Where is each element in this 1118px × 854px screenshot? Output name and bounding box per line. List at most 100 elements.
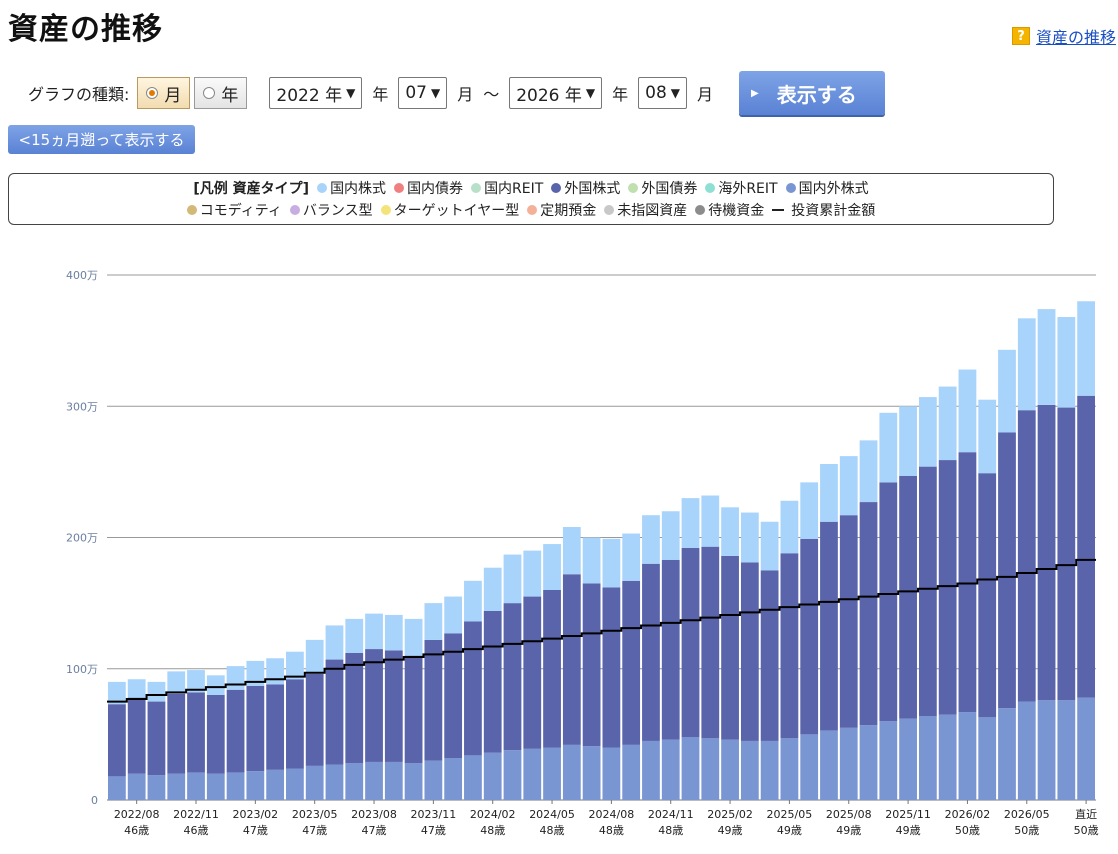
bar-segment [780,553,799,739]
start-year-select[interactable]: 2022 年 ▼ [269,77,363,109]
bar-segment [661,511,680,560]
bar-segment [345,763,364,800]
bar-segment [246,771,265,800]
bar-segment [701,495,720,547]
bar-segment [918,466,937,716]
bar-segment [365,613,383,650]
bar-segment [899,718,917,800]
bar-segment [464,580,482,622]
bar-segment [820,730,838,800]
x-age-label: 47歳 [302,824,327,837]
bar-segment [226,666,245,690]
bar-segment [305,765,324,800]
legend-dot-icon [317,183,328,193]
investment-line [107,558,1096,703]
legend-item-line: 投資累計金額 [772,200,875,220]
help-link[interactable]: ? 資産の推移 [1011,24,1116,48]
bar-segment [483,611,502,753]
bar-segment [167,693,186,774]
x-tick-label: 2024/05 [529,808,575,821]
radio-checked-icon [146,87,159,99]
type-year-button[interactable]: 年 [194,77,248,109]
bar-segment [918,397,937,467]
bar-segment [661,739,680,800]
x-tick-label: 2024/02 [470,808,516,821]
legend-item-b4: 未指図資産 [604,200,687,220]
bar-segment [938,714,957,800]
end-year-select[interactable]: 2026 年 ▼ [509,77,603,109]
asset-chart: 0 100万 200万 300万 400万 2022/08 46歳 2022/11 46歳 202… [66,269,1099,837]
legend-dot-icon [527,205,538,215]
back-15-months-button[interactable]: <15ヵ月遡って表示する [8,125,195,154]
legend-dot-icon [695,205,706,215]
legend-label: 海外REIT [718,181,778,197]
bar-segment [859,502,878,726]
bar-segment [384,614,403,651]
x-tick-label: 2023/02 [232,808,278,821]
legend-item-a0: 国内株式 [317,178,386,198]
start-year-unit: 年 [372,85,389,104]
start-month-select[interactable]: 07 ▼ [398,77,448,109]
x-age-label: 48歳 [599,824,624,837]
bar-segment [523,596,542,749]
bar-segment [740,740,759,800]
bar-segment [266,684,285,770]
bar-segment [286,679,304,769]
radio-unchecked-icon [203,87,216,99]
legend-label: 外国株式 [564,181,621,197]
bar-segment [206,773,225,800]
bar-segment [523,748,542,800]
bar-segment [978,717,997,800]
legend-item-b5: 待機資金 [695,200,764,220]
page-title: 資産の推移 [8,12,163,47]
legend-label: ターゲットイヤー型 [393,203,520,219]
bar-segment [167,671,186,694]
type-month-button[interactable]: 月 [137,77,191,109]
show-button[interactable]: ▶ 表示する [739,71,886,115]
bar-segment [622,580,641,745]
period-controls: グラフの種類: 月 年 2022 年 ▼ 年 07 ▼ 月 ～ 2026 年 ▼ 年 … [28,70,886,116]
bar-segment [444,596,463,634]
bar-segment [424,760,443,800]
bar-segment [345,618,364,653]
x-age-label: 50歳 [1014,824,1039,837]
legend-dot-icon [471,183,482,193]
bar-segment [701,738,720,800]
x-age-label: 46歳 [124,824,149,837]
x-age-label: 47歳 [421,824,446,837]
help-link-text[interactable]: 資産の推移 [1035,28,1116,47]
bar-segment [206,695,225,774]
bar-segment [1057,407,1076,701]
bar-segment [859,725,878,800]
x-age-label: 46歳 [184,824,209,837]
bar-segment [642,740,660,800]
bar-segment [602,747,621,800]
bar-segment [998,349,1016,433]
play-icon: ▶ [751,87,759,99]
bar-segment [760,521,779,571]
bar-segment [543,544,561,590]
bar-segment [1077,395,1095,698]
bar-segment [998,432,1016,709]
legend-row-2: コモディティ バランス型 ターゲットイヤー型 定期預金 未指図資産 待機資金 投資累計金額 [186,200,875,220]
question-icon[interactable]: ? [1011,27,1030,45]
end-month-select[interactable]: 08 ▼ [638,77,688,109]
bar-segment [839,456,858,516]
legend-dot-icon [604,205,615,215]
bar-segment [879,721,898,800]
bar-segment [108,681,126,705]
bar-segment [167,773,186,800]
bar-segment [800,538,819,735]
legend-item-b2: ターゲットイヤー型 [380,200,520,220]
bar-segment [325,764,344,800]
legend-item-b0: コモディティ [186,200,282,220]
bar-segment [404,618,423,656]
x-tick-label: 2026/02 [945,808,991,821]
bar-segment [1017,318,1036,411]
legend-dot-icon [380,205,391,215]
legend-line-icon [772,209,785,211]
bar-segment [444,633,463,758]
x-tick-label: 2025/08 [826,808,872,821]
bar-segment [820,464,838,522]
bar-segment [1017,701,1036,800]
